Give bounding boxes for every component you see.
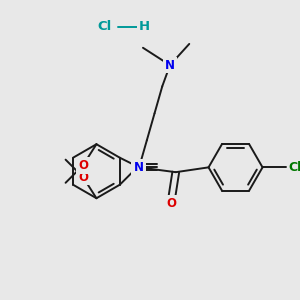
Text: Cl: Cl — [289, 161, 300, 174]
Text: O: O — [166, 196, 176, 209]
Text: N: N — [134, 161, 144, 174]
Text: H: H — [139, 20, 150, 33]
Text: Cl: Cl — [97, 20, 111, 33]
Text: O: O — [78, 159, 88, 172]
Text: S: S — [133, 161, 141, 174]
Text: N: N — [165, 58, 175, 72]
Text: O: O — [78, 170, 88, 184]
